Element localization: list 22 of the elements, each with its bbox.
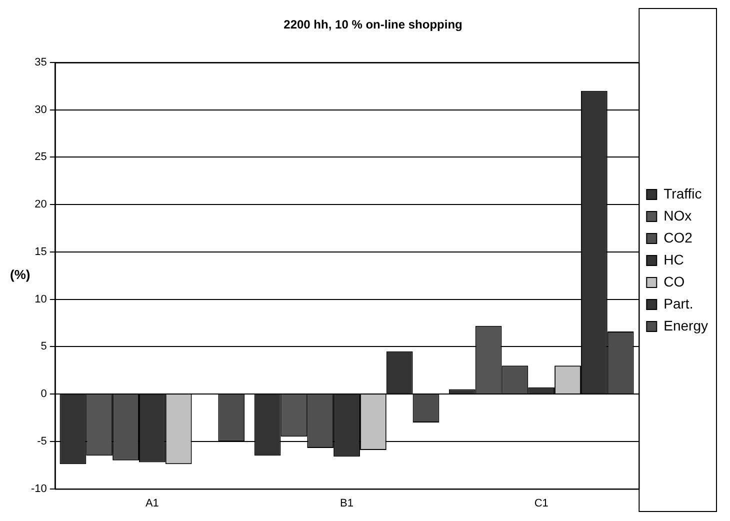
x-tick-label: C1	[534, 497, 548, 510]
legend-label: CO2	[664, 229, 693, 246]
legend-label: Energy	[664, 317, 708, 334]
x-tick-label: B1	[340, 497, 354, 510]
y-tick-label: 35	[34, 56, 47, 68]
y-tick-label: 30	[34, 104, 47, 116]
y-tick-label: -5	[37, 435, 47, 448]
y-tick-label: 20	[34, 198, 47, 211]
legend-label: HC	[664, 251, 684, 268]
legend-label: Part.	[664, 295, 694, 312]
y-tick-label: 15	[34, 246, 47, 258]
legend-label: Traffic	[664, 185, 702, 202]
y-axis-title: (%)	[10, 267, 30, 282]
legend-label: NOx	[664, 207, 692, 224]
y-tick-label: 25	[34, 151, 47, 164]
legend-label: CO	[664, 273, 685, 290]
y-tick-label: 10	[34, 293, 47, 306]
y-tick-label: 0	[40, 388, 47, 400]
y-tick-label: 5	[40, 340, 47, 353]
chart-title: 2200 hh, 10 % on-line shopping	[284, 18, 462, 32]
y-tick-label: -10	[30, 482, 47, 495]
x-tick-label: A1	[145, 497, 159, 510]
